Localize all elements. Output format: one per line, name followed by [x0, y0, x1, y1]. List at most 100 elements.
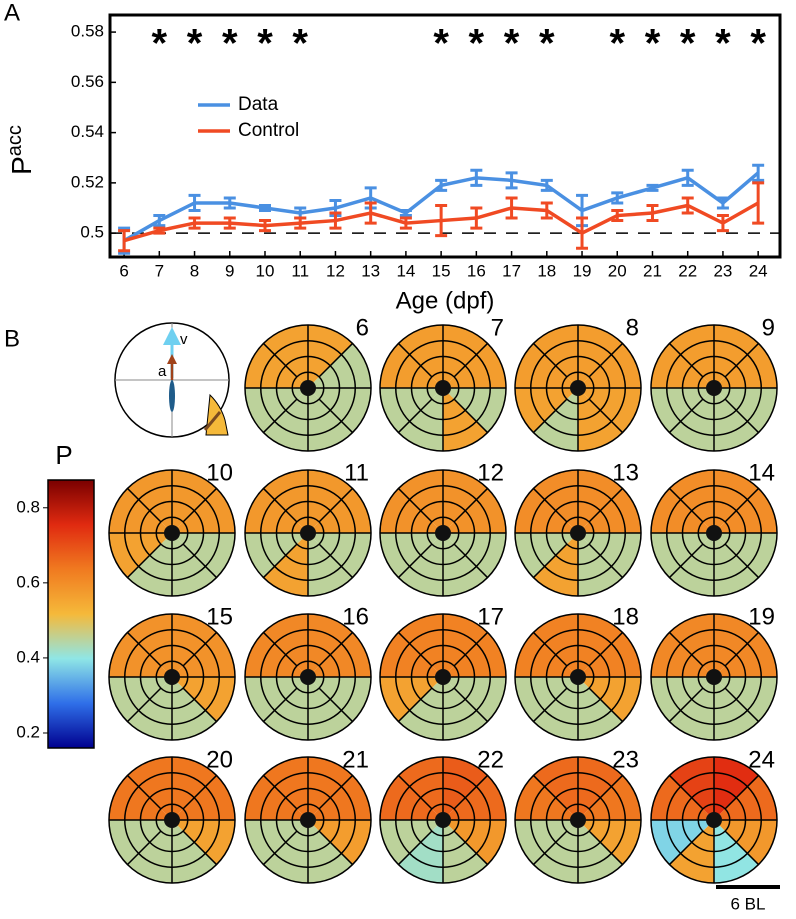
x-tick-label: 11 [291, 261, 309, 280]
polar-sector [714, 677, 759, 740]
polar-sector [714, 388, 777, 433]
sector-divider [453, 543, 489, 579]
sector-divider [262, 631, 298, 667]
polar-sector [714, 820, 759, 883]
polar-sector [714, 757, 759, 820]
legend-label: Control [238, 120, 299, 141]
polar-sector [245, 775, 308, 820]
error-bar [716, 196, 729, 210]
inset-arrow-a-head [167, 354, 177, 364]
polar-sector [308, 820, 353, 883]
panel-age-label: 18 [612, 603, 639, 630]
error-bar [576, 216, 589, 250]
panel-age-label: 17 [477, 603, 504, 630]
x-tick-label: 16 [467, 261, 486, 280]
sector-divider [532, 774, 568, 810]
polar-sector [109, 488, 172, 533]
polar-sector [515, 488, 578, 533]
polar-sector [398, 614, 443, 677]
panel-age-label: 22 [477, 746, 504, 773]
sector-divider [724, 687, 760, 723]
polar-sector [533, 388, 578, 452]
error-bar [223, 216, 236, 230]
error-bar [646, 203, 659, 223]
polar-panel: 21 [244, 746, 372, 884]
error-bar [611, 191, 624, 205]
x-tick-label: 17 [502, 261, 521, 280]
center-dot [570, 812, 586, 828]
center-dot [570, 669, 586, 685]
sector-divider [318, 631, 354, 667]
error-bar [329, 211, 342, 230]
polar-sector [443, 533, 506, 578]
polar-sector [714, 533, 777, 578]
polar-sector [669, 614, 714, 677]
x-tick-label: 13 [361, 261, 380, 280]
x-tick-label: 8 [190, 261, 199, 280]
sector-divider [126, 487, 162, 523]
polar-sector [308, 388, 371, 433]
center-dot [164, 525, 180, 541]
polar-sector [127, 677, 172, 740]
sector-divider [588, 398, 624, 434]
polar-sector [578, 343, 641, 388]
significance-marker: * [257, 22, 273, 66]
polar-panel: 6 [244, 314, 372, 452]
polar-panel: 18 [514, 603, 642, 741]
sector-divider [397, 830, 433, 866]
panel-age-label: 23 [612, 746, 639, 773]
error-bar [118, 229, 131, 253]
x-tick-label: 19 [573, 261, 592, 280]
polar-sector [398, 677, 443, 740]
colorbar [47, 479, 95, 749]
polar-panel: 23 [514, 746, 642, 884]
error-bar [153, 226, 166, 235]
polar-sector [263, 820, 308, 883]
inset-diagram: a v [114, 322, 230, 438]
sector-divider [532, 543, 568, 579]
panel-age-label: 11 [344, 459, 369, 486]
polar-sector [515, 775, 578, 820]
polar-sector [443, 388, 488, 452]
polar-sector [443, 775, 506, 820]
polar-sector [443, 470, 488, 533]
significance-marker: * [292, 22, 308, 66]
error-bar [716, 214, 729, 233]
sector-divider [182, 774, 218, 810]
error-bar [188, 193, 201, 213]
polar-sector [443, 325, 488, 388]
x-tick-label: 23 [713, 261, 732, 280]
error-bar [505, 196, 518, 220]
polar-sector [515, 677, 578, 722]
panel-age-label: 15 [206, 603, 233, 630]
y-axis-label: Pacc [4, 125, 37, 175]
polar-sector [578, 388, 623, 451]
center-dot [435, 812, 451, 828]
center-dot [164, 669, 180, 685]
polar-sector [578, 488, 641, 533]
polar-sector [533, 325, 578, 388]
significance-marker: * [715, 22, 731, 66]
error-bar [540, 201, 553, 220]
center-dot [435, 380, 451, 396]
sector-divider [126, 830, 162, 866]
polar-sector [127, 614, 172, 677]
sector-divider [668, 543, 704, 579]
polar-sector [308, 757, 353, 820]
sector-divider [318, 687, 354, 723]
panel-label: B [4, 325, 20, 352]
polar-sector [172, 677, 235, 722]
polar-sector [245, 388, 308, 433]
polar-sector [263, 677, 308, 740]
x-tick-label: 21 [643, 261, 662, 280]
polar-sector [245, 533, 308, 578]
panel-age-label: 16 [342, 603, 369, 630]
polar-sector [533, 470, 578, 533]
sector-divider [262, 487, 298, 523]
polar-sector [308, 533, 353, 596]
sector-divider [724, 487, 760, 523]
y-tick-label: 0.56 [71, 72, 104, 91]
polar-sector [669, 677, 714, 740]
polar-panel: 24 [650, 746, 778, 884]
sector-divider [318, 830, 354, 866]
